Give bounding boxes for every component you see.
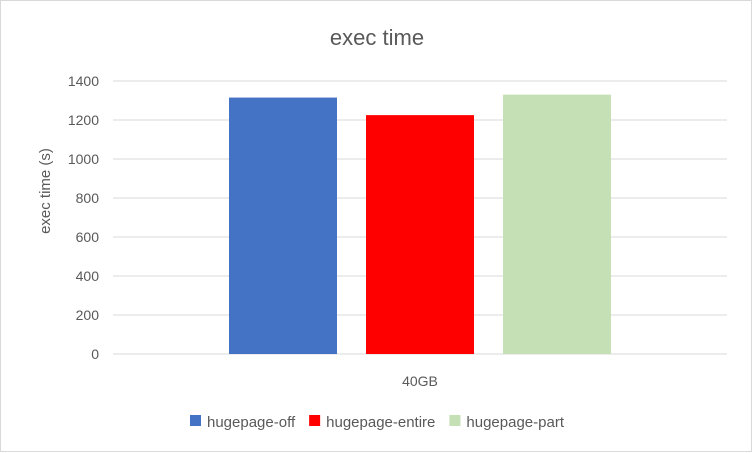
legend-swatch-hugepage-entire [309, 415, 321, 426]
bar-hugepage-part [503, 94, 611, 355]
y-axis-label: exec time (s) [37, 148, 54, 234]
bar-hugepage-entire [366, 115, 474, 354]
y-tick-label: 1000 [68, 151, 99, 167]
legend-label: hugepage-part [466, 414, 564, 431]
bar-hugepage-off [229, 97, 337, 354]
legend-swatch-hugepage-off [190, 415, 201, 426]
y-tick-label: 1200 [68, 112, 99, 128]
y-tick-label: 400 [76, 268, 100, 284]
x-tick-label: 40GB [402, 373, 438, 389]
legend-label: hugepage-entire [326, 414, 435, 431]
y-axis-ticks: 0 200 400 600 800 1000 1200 1400 [68, 73, 99, 362]
legend-label: hugepage-off [207, 414, 296, 431]
y-tick-label: 1400 [68, 73, 99, 89]
y-tick-label: 200 [76, 307, 100, 323]
y-tick-label: 800 [76, 190, 100, 206]
chart-title: exec time [330, 25, 424, 50]
legend: hugepage-off hugepage-entire hugepage-part [190, 414, 565, 431]
y-tick-label: 0 [91, 346, 99, 362]
legend-swatch-hugepage-part [449, 415, 461, 426]
y-tick-label: 600 [76, 229, 100, 245]
bars [229, 94, 611, 355]
x-axis-ticks: 40GB [402, 373, 438, 389]
